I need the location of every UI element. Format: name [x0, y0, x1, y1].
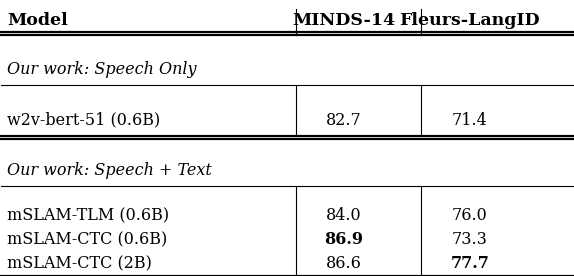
Text: mSLAM-CTC (2B): mSLAM-CTC (2B) — [7, 255, 152, 272]
Text: 84.0: 84.0 — [326, 207, 362, 224]
Text: Our work: Speech + Text: Our work: Speech + Text — [7, 162, 212, 179]
Text: 77.7: 77.7 — [451, 255, 489, 272]
Text: 76.0: 76.0 — [452, 207, 488, 224]
Text: Model: Model — [7, 12, 68, 29]
Text: 73.3: 73.3 — [452, 231, 488, 248]
Text: Our work: Speech Only: Our work: Speech Only — [7, 61, 197, 78]
Text: Fleurs-LangID: Fleurs-LangID — [400, 12, 540, 29]
Text: 86.6: 86.6 — [326, 255, 362, 272]
Text: mSLAM-CTC (0.6B): mSLAM-CTC (0.6B) — [7, 231, 168, 248]
Text: 86.9: 86.9 — [325, 231, 363, 248]
Text: 71.4: 71.4 — [452, 112, 488, 129]
Text: MINDS-14: MINDS-14 — [293, 12, 395, 29]
Text: 82.7: 82.7 — [326, 112, 362, 129]
Text: w2v-bert-51 (0.6B): w2v-bert-51 (0.6B) — [7, 112, 160, 129]
Text: mSLAM-TLM (0.6B): mSLAM-TLM (0.6B) — [7, 207, 169, 224]
